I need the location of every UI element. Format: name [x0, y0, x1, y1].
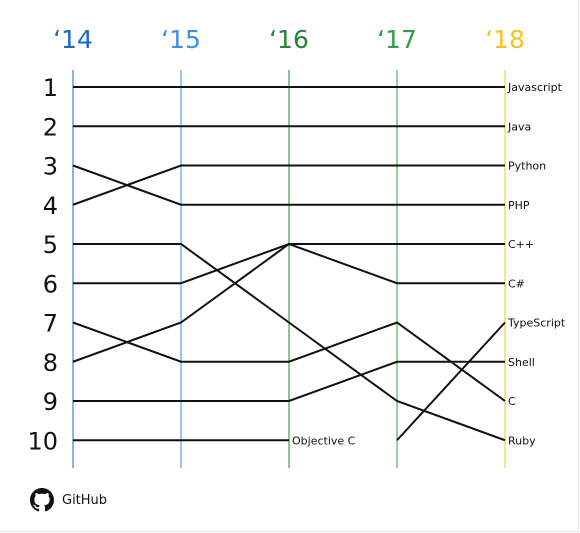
rank-label-2: 2 — [43, 113, 58, 141]
series-label-typescript: TypeScript — [507, 317, 566, 330]
brand-name: GitHub — [62, 492, 108, 508]
rank-label-8: 8 — [43, 349, 58, 377]
rank-labels: 1 2 3 4 5 6 7 8 9 10 — [27, 74, 58, 455]
year-gridlines — [72, 70, 506, 468]
series-line-shell — [73, 360, 505, 402]
series-label-ruby: Ruby — [508, 434, 536, 447]
brand-logo: GitHub — [30, 488, 107, 512]
rank-label-1: 1 — [43, 74, 58, 102]
series-line-typescript — [396, 321, 506, 441]
series-label-php: PHP — [508, 199, 530, 212]
series-label-objective-c: Objective C — [292, 434, 356, 447]
series-line-ruby — [73, 243, 506, 442]
series-label-cpp: C++ — [508, 238, 534, 251]
series-labels: Javascript Java Python PHP C++ C# TypeScript Sh… — [292, 81, 566, 447]
rank-label-7: 7 — [43, 310, 58, 338]
year-label-2: ‘16 — [269, 25, 309, 54]
year-label-3: ‘17 — [377, 25, 417, 54]
year-label-4: ‘18 — [485, 25, 525, 54]
year-label-0: ‘14 — [53, 25, 93, 54]
rank-label-6: 6 — [43, 270, 58, 298]
rank-label-9: 9 — [43, 388, 58, 416]
series-label-shell: Shell — [508, 356, 535, 369]
rank-label-3: 3 — [43, 153, 58, 181]
year-labels: ‘14 ‘15 ‘16 ‘17 ‘18 — [53, 25, 525, 54]
series-label-c: C — [508, 395, 516, 408]
series-line-c — [72, 321, 506, 402]
series-line-php — [72, 164, 505, 206]
series-line-csharp — [72, 242, 505, 363]
series-label-csharp: C# — [508, 277, 525, 290]
rank-label-5: 5 — [43, 231, 58, 259]
github-octocat-icon — [30, 488, 54, 512]
series-label-python: Python — [508, 160, 546, 173]
year-label-1: ‘15 — [161, 25, 201, 54]
series-lines — [72, 86, 506, 442]
series-label-javascript: Javascript — [507, 81, 563, 94]
series-line-python — [72, 164, 505, 206]
rank-label-4: 4 — [43, 192, 58, 220]
rank-label-10: 10 — [27, 427, 58, 455]
series-label-java: Java — [507, 120, 531, 133]
